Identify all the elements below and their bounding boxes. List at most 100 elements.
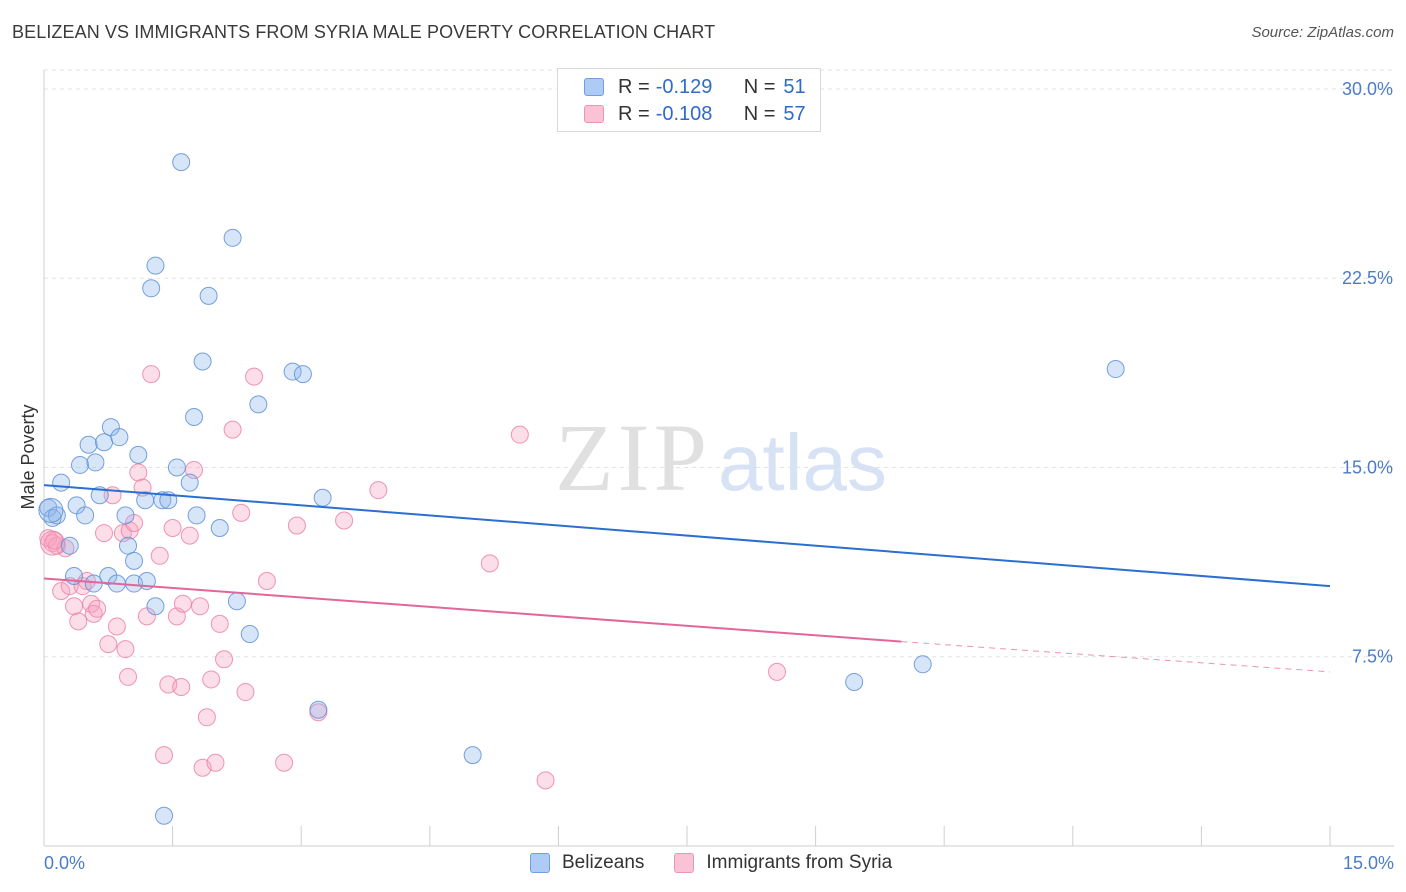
legend-n-label: N = bbox=[743, 102, 776, 125]
y-tick-label: 30.0% bbox=[1342, 79, 1393, 99]
belizean-point bbox=[167, 458, 186, 477]
belizean-point bbox=[142, 279, 161, 298]
syria-point bbox=[173, 594, 192, 613]
syria-point bbox=[84, 604, 103, 623]
source-label: Source: ZipAtlas.com bbox=[1251, 24, 1394, 41]
blue-points bbox=[38, 153, 1125, 825]
belizean-point bbox=[38, 497, 64, 523]
blue-swatch-icon bbox=[530, 853, 550, 873]
belizean-point bbox=[119, 536, 138, 555]
legend-r-value: -0.108 bbox=[655, 102, 713, 125]
belizean-point bbox=[223, 228, 242, 247]
syria-point bbox=[510, 425, 529, 444]
belizean-point bbox=[210, 519, 229, 538]
watermark: ZIP atlas bbox=[555, 404, 887, 511]
syria-point bbox=[172, 678, 191, 697]
belizean-point bbox=[129, 445, 148, 464]
syria-point bbox=[88, 599, 107, 618]
legend-n-value: 51 bbox=[783, 75, 806, 98]
syria-point bbox=[40, 530, 66, 556]
y-tick-label: 15.0% bbox=[1342, 457, 1393, 477]
syria-point bbox=[223, 420, 242, 439]
syria-point bbox=[202, 670, 221, 689]
belizean-point bbox=[1106, 360, 1125, 379]
belizean-point bbox=[60, 536, 79, 555]
legend-item-syria[interactable]: Immigrants from Syria bbox=[674, 852, 892, 874]
legend-r-value: -0.129 bbox=[655, 75, 713, 98]
syria-point bbox=[210, 614, 229, 633]
pink-swatch-icon bbox=[584, 105, 604, 123]
legend-r-label: R = bbox=[618, 102, 650, 125]
syria-point bbox=[275, 753, 294, 772]
syria-trend-line bbox=[43, 577, 902, 643]
syria-point bbox=[768, 662, 787, 681]
belizean-point bbox=[110, 428, 129, 447]
syria-point bbox=[197, 708, 216, 727]
legend-label-belizeans: Belizeans bbox=[562, 852, 645, 873]
x-tick-label: 0.0% bbox=[44, 853, 85, 873]
syria-point bbox=[191, 597, 210, 616]
belizean-point bbox=[293, 365, 312, 384]
syria-point bbox=[155, 746, 174, 765]
series-legend: Belizeans Immigrants from Syria bbox=[530, 852, 922, 874]
belizean-point bbox=[313, 488, 332, 507]
belizean-point bbox=[116, 506, 135, 525]
syria-point bbox=[65, 597, 84, 616]
y-tick-label: 7.5% bbox=[1352, 647, 1393, 667]
legend-item-belizeans[interactable]: Belizeans bbox=[530, 852, 644, 874]
syria-point bbox=[335, 511, 354, 530]
belizean-point bbox=[845, 672, 864, 691]
belizean-point bbox=[79, 435, 98, 454]
syria-point bbox=[206, 753, 225, 772]
legend-n-value: 57 bbox=[783, 102, 806, 125]
syria-point bbox=[52, 582, 71, 601]
y-tick-label: 22.5% bbox=[1342, 268, 1393, 288]
axes bbox=[43, 70, 1394, 847]
belizean-point bbox=[249, 395, 268, 414]
grid bbox=[44, 69, 1394, 658]
belizean-point bbox=[193, 352, 212, 371]
trend-lines bbox=[43, 484, 1331, 673]
syria-point bbox=[257, 572, 276, 591]
syria-point bbox=[245, 367, 264, 386]
pink-swatch-icon bbox=[674, 853, 695, 873]
x-tick-label: 15.0% bbox=[1343, 853, 1394, 873]
syria-point bbox=[536, 771, 555, 790]
legend-n-label: N = bbox=[743, 75, 776, 98]
belizean-point bbox=[155, 806, 174, 825]
belizean-trend-line bbox=[43, 484, 1331, 588]
syria-point bbox=[119, 667, 138, 686]
syria-point bbox=[116, 640, 135, 659]
syria-point bbox=[369, 481, 388, 500]
belizean-point bbox=[199, 286, 218, 305]
syria-point bbox=[129, 463, 148, 482]
belizean-point bbox=[153, 491, 172, 510]
belizean-point bbox=[172, 153, 191, 172]
legend-row-belizeans: R = -0.129 N = 51 bbox=[584, 74, 806, 100]
syria-point bbox=[142, 365, 161, 384]
belizean-point bbox=[180, 473, 199, 492]
blue-swatch-icon bbox=[584, 78, 604, 96]
syria-point bbox=[232, 503, 251, 522]
watermark-atlas: atlas bbox=[718, 418, 887, 507]
belizean-point bbox=[47, 506, 66, 525]
syria-point bbox=[107, 617, 126, 636]
belizean-point bbox=[283, 362, 302, 381]
pink-points bbox=[39, 365, 787, 790]
belizean-point bbox=[185, 407, 204, 426]
belizean-point bbox=[913, 655, 932, 674]
syria-point bbox=[99, 635, 118, 654]
syria-point bbox=[480, 554, 499, 573]
belizean-point bbox=[187, 506, 206, 525]
belizean-point bbox=[90, 486, 109, 505]
syria-point bbox=[95, 524, 114, 543]
belizean-point bbox=[52, 473, 71, 492]
correlation-legend: R = -0.129 N = 51 R = -0.108 N = 57 bbox=[557, 68, 821, 132]
syria-point bbox=[180, 526, 199, 545]
belizean-point bbox=[146, 597, 165, 616]
legend-r-label: R = bbox=[618, 75, 650, 98]
belizean-point bbox=[240, 625, 259, 644]
syria-point bbox=[287, 516, 306, 535]
legend-row-syria: R = -0.108 N = 57 bbox=[584, 101, 806, 127]
